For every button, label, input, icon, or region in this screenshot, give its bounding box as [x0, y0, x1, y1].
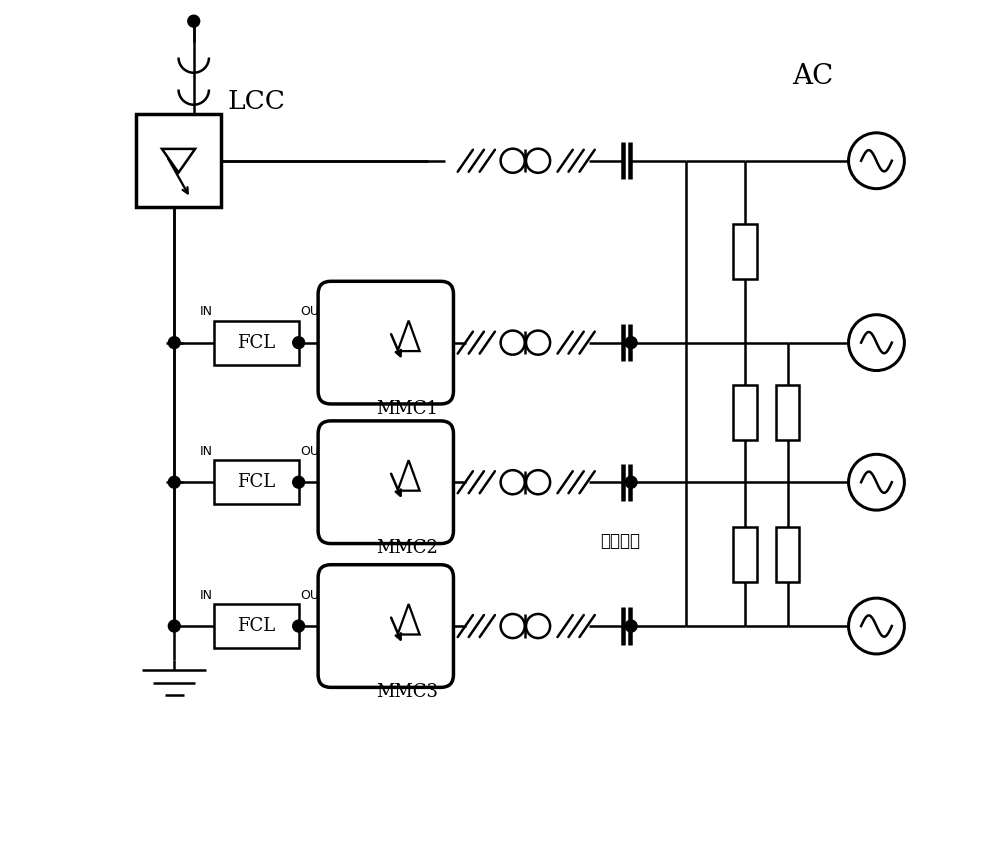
Text: MMC1: MMC1 — [376, 400, 438, 418]
Text: IN: IN — [199, 589, 212, 602]
Bar — [733, 224, 757, 279]
Bar — [214, 321, 299, 365]
Text: OUT: OUT — [300, 305, 327, 318]
Text: 线路阻抗: 线路阻抗 — [600, 532, 640, 551]
Text: LCC: LCC — [228, 89, 285, 114]
Text: FCL: FCL — [237, 473, 275, 492]
Text: OUT: OUT — [300, 589, 327, 602]
Bar — [776, 526, 799, 582]
FancyBboxPatch shape — [318, 565, 453, 687]
Circle shape — [293, 620, 305, 632]
FancyBboxPatch shape — [318, 282, 453, 404]
Circle shape — [293, 476, 305, 488]
Bar — [214, 604, 299, 648]
Circle shape — [168, 620, 180, 632]
Circle shape — [168, 476, 180, 488]
Text: IN: IN — [199, 305, 212, 318]
Circle shape — [625, 476, 637, 488]
Circle shape — [188, 15, 200, 27]
Bar — [776, 385, 799, 440]
Text: FCL: FCL — [237, 617, 275, 635]
FancyBboxPatch shape — [318, 421, 453, 544]
Text: OUT: OUT — [300, 445, 327, 458]
Bar — [136, 114, 221, 207]
Text: FCL: FCL — [237, 333, 275, 352]
Bar — [733, 385, 757, 440]
Bar — [733, 526, 757, 582]
Circle shape — [625, 620, 637, 632]
Circle shape — [293, 337, 305, 349]
Bar — [214, 460, 299, 504]
Circle shape — [168, 337, 180, 349]
Text: MMC2: MMC2 — [376, 540, 438, 558]
Text: MMC3: MMC3 — [376, 684, 438, 701]
Text: IN: IN — [199, 445, 212, 458]
Text: AC: AC — [792, 63, 834, 90]
Circle shape — [625, 337, 637, 349]
